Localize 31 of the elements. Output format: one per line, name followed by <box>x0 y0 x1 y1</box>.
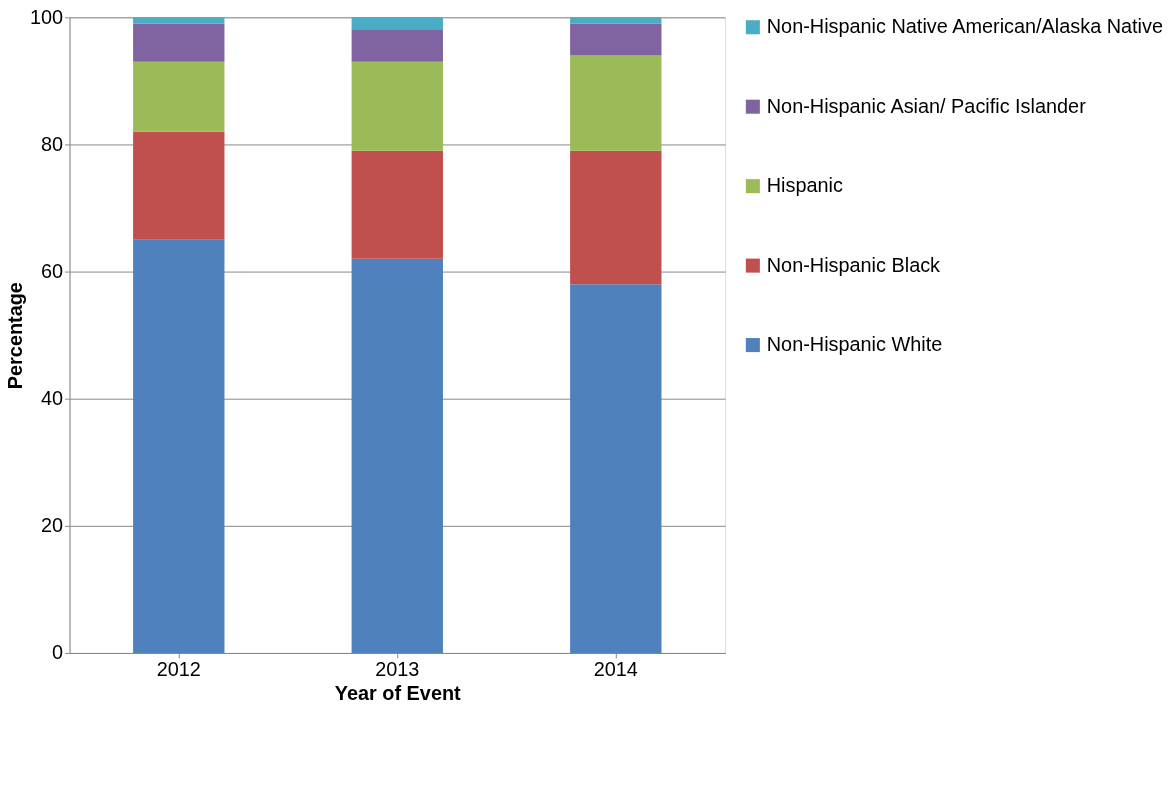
bar <box>133 239 225 653</box>
bar <box>351 17 443 31</box>
x-axis-title: Year of Event <box>334 682 462 705</box>
legend-label: Hispanic <box>766 174 843 197</box>
bar <box>351 30 443 62</box>
x-tick-label: 2013 <box>375 658 420 681</box>
y-tick-label: 20 <box>40 514 64 537</box>
legend-label: Non-Hispanic Black <box>766 253 941 276</box>
y-tick-label: 80 <box>40 132 64 155</box>
bar <box>570 150 662 285</box>
bar <box>133 23 225 62</box>
legend-label: Non-Hispanic Native American/Alaska Native <box>766 15 1164 38</box>
y-tick-label: 60 <box>40 260 64 283</box>
legend-label: Non-Hispanic Asian/ Pacific Islander <box>766 94 1087 117</box>
bar <box>133 61 225 132</box>
y-tick-label: 0 <box>52 641 64 664</box>
bar <box>570 17 662 24</box>
bar <box>570 284 662 653</box>
y-tick-label: 100 <box>29 5 64 28</box>
bar <box>133 131 225 240</box>
bar <box>570 23 662 56</box>
bar <box>351 258 443 653</box>
x-tick-label: 2012 <box>156 658 201 681</box>
x-tick-label: 2014 <box>593 658 638 681</box>
bar <box>133 17 225 24</box>
bar <box>351 150 443 259</box>
legend-label: Non-Hispanic White <box>766 333 943 356</box>
y-tick-label: 40 <box>40 387 64 410</box>
y-axis-title: Percentage <box>3 282 26 390</box>
bar <box>570 55 662 151</box>
bar <box>351 61 443 151</box>
